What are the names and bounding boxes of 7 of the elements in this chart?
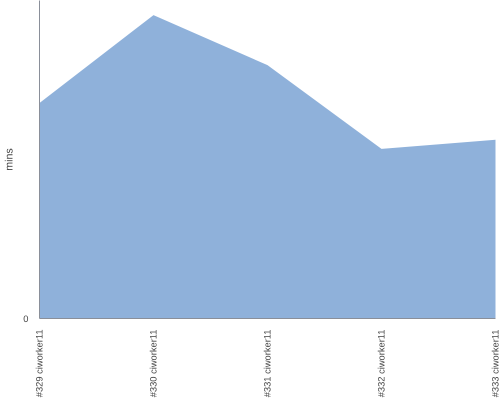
x-tick-label: #332 ciworker11 (376, 329, 386, 398)
x-tick-label: #330 ciworker11 (148, 329, 158, 398)
text: 0 (23, 314, 29, 324)
x-tick-label: #333 ciworker11 (490, 329, 500, 398)
x-tick-label: #329 ciworker11 (34, 329, 44, 398)
y-axis-title: mins (3, 148, 16, 171)
x-tick-label: #331 ciworker11 (262, 329, 272, 398)
